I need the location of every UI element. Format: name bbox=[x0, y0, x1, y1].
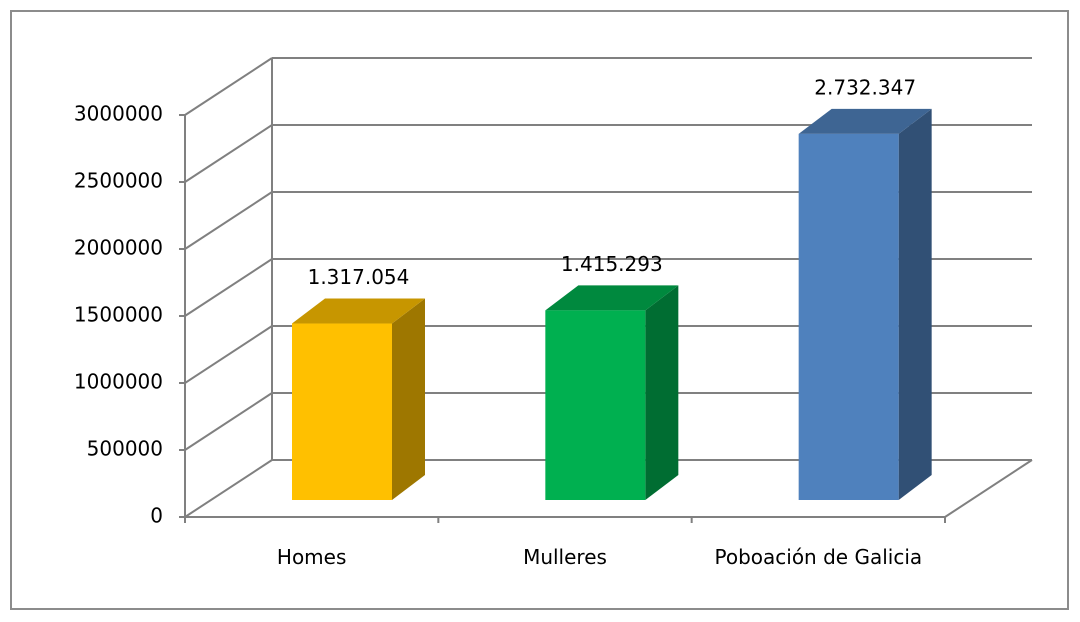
y-tick-label: 1000000 bbox=[74, 370, 163, 394]
grid-diagonal bbox=[184, 191, 273, 250]
bar-top bbox=[798, 108, 932, 134]
x-tick-label: Homes bbox=[276, 545, 347, 569]
y-tick-label: 2000000 bbox=[74, 236, 163, 260]
y-tick-label: 2500000 bbox=[74, 169, 163, 193]
bar-3d bbox=[798, 108, 932, 500]
grid-diagonal bbox=[184, 258, 273, 317]
value-label: 1.415.293 bbox=[561, 252, 663, 276]
bar-top bbox=[545, 285, 679, 311]
y-tick-label: 0 bbox=[150, 504, 163, 528]
bar-top bbox=[292, 298, 425, 324]
value-label: 2.732.347 bbox=[814, 75, 916, 99]
y-tick-label: 3000000 bbox=[74, 102, 163, 126]
bar-side bbox=[898, 108, 932, 500]
x-tick-label: Poboación de Galicia bbox=[714, 545, 923, 569]
y-tick-label: 500000 bbox=[87, 437, 163, 461]
bar-side bbox=[645, 285, 679, 500]
value-label: 1.317.054 bbox=[308, 265, 410, 289]
grid-diagonal bbox=[184, 57, 273, 116]
grid-diagonal bbox=[184, 459, 273, 518]
floor-right bbox=[944, 459, 1033, 518]
bar bbox=[545, 310, 646, 500]
grid-diagonal bbox=[184, 325, 273, 384]
grid-diagonal bbox=[184, 124, 273, 183]
bar-3d bbox=[292, 298, 425, 500]
bar-side bbox=[392, 298, 425, 500]
y-tick-label: 1500000 bbox=[74, 303, 163, 327]
bar-3d bbox=[545, 285, 679, 500]
bar bbox=[798, 133, 899, 500]
bar bbox=[292, 323, 392, 500]
x-tick-label: Mulleres bbox=[523, 545, 607, 569]
grid-diagonal bbox=[184, 392, 273, 451]
